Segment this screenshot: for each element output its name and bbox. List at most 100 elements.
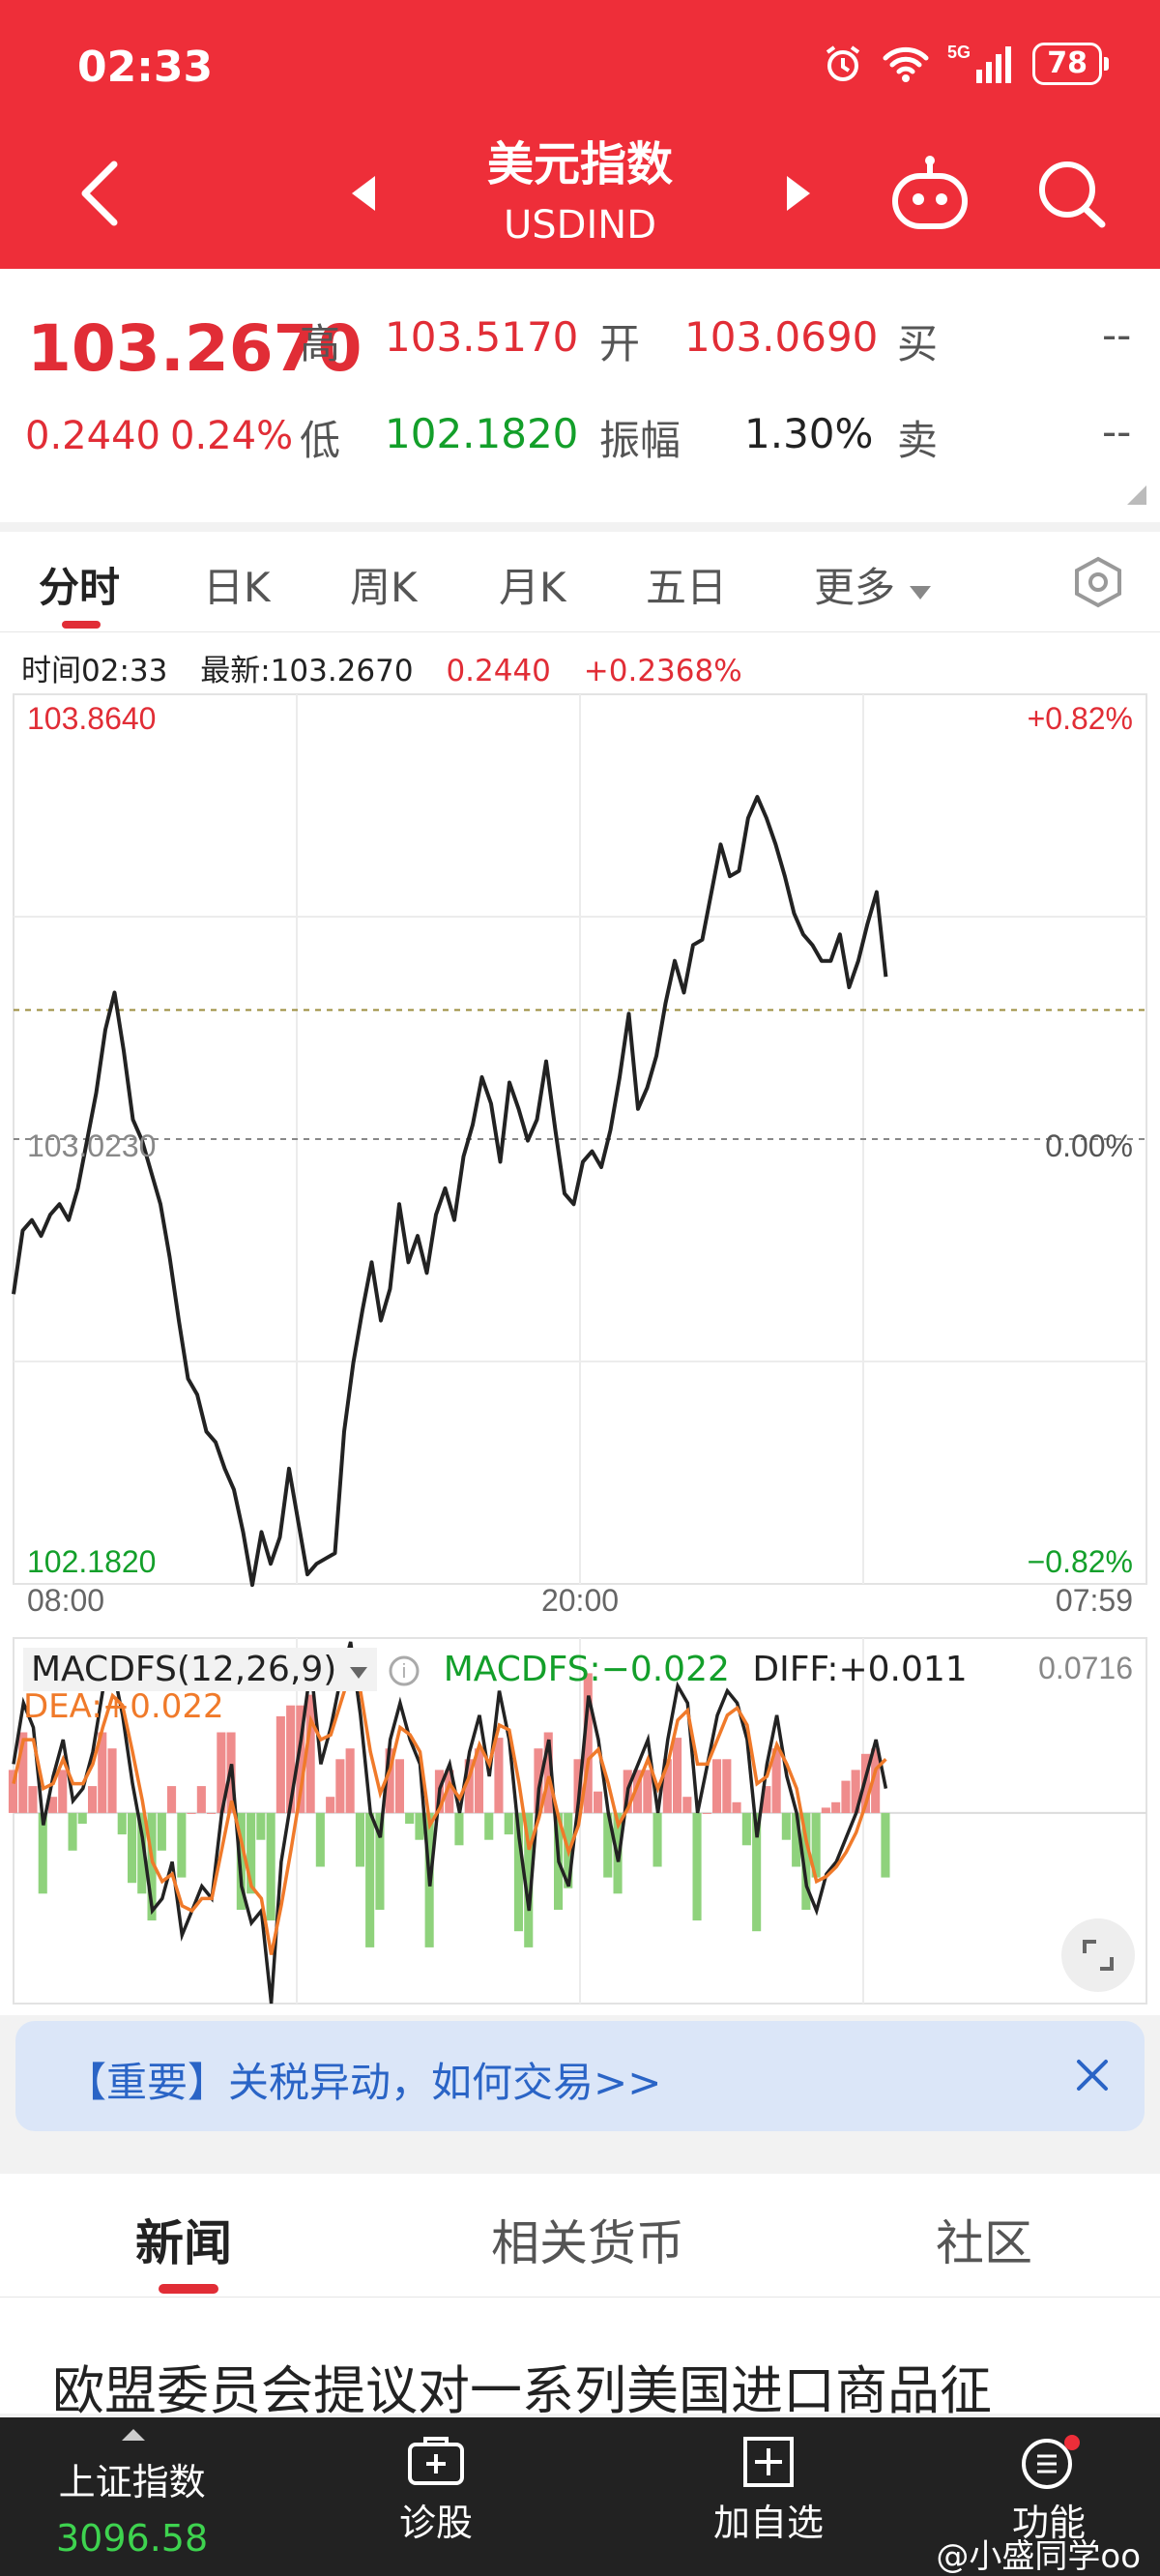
- macd-top-label: 0.0716: [1038, 1651, 1133, 1685]
- macd-bar: [335, 1759, 345, 1813]
- macd-bar: [662, 1759, 672, 1813]
- tab-daily-k[interactable]: 日K: [203, 564, 271, 611]
- bottom-nav: 上证指数 3096.58 诊股 加自选 功能: [0, 2417, 1160, 2576]
- news-list: 欧盟委员会提议对一系列美国进口商品征: [0, 2298, 1160, 2421]
- y-left-top-label: 103.8640: [27, 701, 156, 736]
- tab-weekly-k[interactable]: 周K: [350, 564, 418, 611]
- macd-indicator-select[interactable]: MACDFS(12,26,9): [23, 1648, 377, 1691]
- low-value: 102.1820: [385, 410, 579, 457]
- macd-bar: [613, 1812, 623, 1894]
- macd-indicator-name: MACDFS(12,26,9): [31, 1650, 337, 1689]
- info-circle-icon[interactable]: i: [388, 1654, 420, 1687]
- sell-label: 卖: [897, 417, 939, 464]
- tab-community[interactable]: 社区: [936, 2215, 1032, 2271]
- alarm-icon: [826, 45, 860, 81]
- macd-bar: [385, 1748, 394, 1813]
- buy-value: --: [1102, 311, 1132, 359]
- functions-button[interactable]: 功能: [996, 2435, 1102, 2546]
- info-change-pct: +0.2368%: [583, 654, 742, 688]
- intraday-chart[interactable]: 103.8640 103.0230 102.1820 +0.82% 0.00% …: [0, 690, 1160, 1619]
- tab-monthly-k[interactable]: 月K: [499, 564, 566, 611]
- macd-bar: [623, 1770, 632, 1813]
- macd-bar: [513, 1812, 523, 1932]
- next-instrument-button[interactable]: [779, 172, 818, 215]
- macd-bar: [771, 1748, 781, 1813]
- tab-intraday[interactable]: 分时: [39, 564, 121, 611]
- macd-bar: [137, 1812, 147, 1894]
- top-bar: 02:33 5G 78 美元指数 USDIND: [0, 0, 1160, 269]
- page-title: 美元指数: [486, 137, 673, 191]
- macd-bar: [394, 1759, 404, 1813]
- price-change: 0.2440: [25, 414, 160, 458]
- macd-bar: [652, 1812, 662, 1867]
- tab-related-currency[interactable]: 相关货币: [491, 2215, 684, 2271]
- add-square-icon: [743, 2437, 794, 2487]
- settings-hexagon-icon[interactable]: [1071, 555, 1125, 609]
- macd-bar: [712, 1759, 722, 1813]
- macd-bar: [741, 1812, 751, 1846]
- search-icon[interactable]: [1034, 155, 1108, 232]
- news-tabs: 新闻 相关货币 社区: [0, 2174, 1160, 2298]
- info-change: 0.2440: [446, 654, 551, 688]
- diagnose-button[interactable]: 诊股: [383, 2435, 489, 2546]
- macd-bar: [365, 1812, 375, 1947]
- close-icon[interactable]: [1063, 2046, 1121, 2104]
- macd-legend: MACDFS(12,26,9) i MACDFS:−0.022 DIFF:+0.…: [23, 1648, 968, 1726]
- macd-bar: [196, 1786, 206, 1813]
- macd-bar: [88, 1786, 98, 1813]
- important-banner[interactable]: 【重要】关税异动，如何交易>>: [15, 2021, 1145, 2131]
- macd-bar: [207, 1812, 217, 1814]
- assistant-robot-icon[interactable]: [889, 155, 971, 232]
- macd-bar: [682, 1797, 692, 1813]
- tab-news[interactable]: 新闻: [135, 2215, 232, 2271]
- macd-bar: [594, 1791, 603, 1813]
- functions-label: 功能: [1011, 2502, 1086, 2544]
- status-icons: 5G 78: [822, 43, 1109, 85]
- macd-bar: [534, 1748, 543, 1813]
- prev-instrument-button[interactable]: [344, 172, 383, 215]
- back-button[interactable]: [68, 155, 135, 232]
- macd-bar: [831, 1801, 841, 1813]
- macd-bar: [752, 1812, 762, 1932]
- quote-panel: 103.2670 0.2440 0.24% 高 103.5170 低 102.1…: [0, 269, 1160, 522]
- add-watchlist-button[interactable]: 加自选: [706, 2435, 831, 2546]
- price-series-line: [12, 795, 888, 1588]
- news-headline[interactable]: 欧盟委员会提议对一系列美国进口商品征: [52, 2360, 992, 2421]
- tab-five-day[interactable]: 五日: [646, 564, 728, 611]
- macd-bar: [464, 1759, 474, 1813]
- macd-bar: [424, 1812, 434, 1947]
- macd-bar: [811, 1812, 821, 1878]
- macd-bar: [246, 1812, 256, 1894]
- tab-more[interactable]: 更多: [814, 555, 933, 614]
- macd-bar: [564, 1812, 573, 1888]
- watermark: @小盛同学oo: [936, 2537, 1141, 2576]
- macd-bar: [315, 1812, 325, 1867]
- high-label: 高: [300, 320, 341, 367]
- last-price: 103.2670: [27, 311, 362, 386]
- svg-text:5G: 5G: [947, 43, 971, 62]
- macdfs-value: MACDFS:−0.022: [443, 1650, 730, 1689]
- macd-bar: [860, 1753, 870, 1813]
- fullscreen-button[interactable]: [1061, 1918, 1135, 1992]
- macd-bar: [226, 1732, 236, 1813]
- corner-triangle-icon: [1127, 485, 1146, 505]
- macd-bar: [8, 1770, 17, 1813]
- info-latest: 最新:103.2670: [200, 654, 414, 688]
- macd-bar: [554, 1812, 564, 1910]
- index-value: 3096.58: [56, 2517, 209, 2560]
- sell-value: --: [1102, 408, 1132, 455]
- macd-bar: [128, 1812, 137, 1884]
- macd-bar: [405, 1812, 415, 1824]
- macd-bar: [871, 1748, 881, 1813]
- index-ticker[interactable]: 上证指数 3096.58: [56, 2452, 208, 2560]
- banner-text[interactable]: 【重要】关税异动，如何交易>>: [66, 2059, 662, 2106]
- diagnose-icon: [408, 2437, 464, 2485]
- macd-bar: [841, 1780, 851, 1813]
- macd-bar: [434, 1770, 444, 1813]
- macd-bar: [781, 1812, 791, 1840]
- high-value: 103.5170: [385, 313, 579, 361]
- macd-bar: [851, 1770, 860, 1813]
- index-name: 上证指数: [58, 2461, 206, 2503]
- low-label: 低: [300, 417, 341, 464]
- macd-bar: [445, 1770, 454, 1813]
